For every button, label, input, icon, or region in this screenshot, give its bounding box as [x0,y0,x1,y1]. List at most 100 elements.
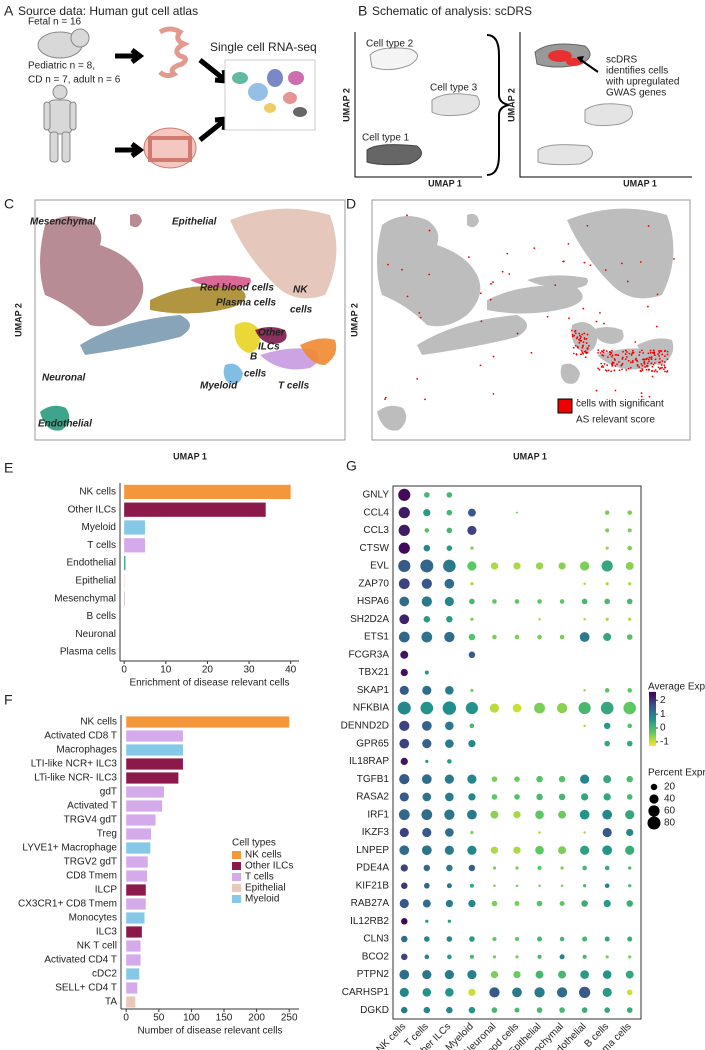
sig-cell [658,361,660,364]
dot [420,701,434,715]
dot [626,634,633,640]
label: CARHSP1 [342,987,390,998]
dot [604,688,610,693]
label: Epithelial [245,883,286,894]
sig-cell [627,359,630,362]
bar [126,954,141,966]
dot [513,970,521,979]
dot [446,545,453,551]
sig-cell [606,364,609,367]
sig-cell [562,260,565,263]
dot [604,936,610,942]
label: 40 [285,665,297,676]
dot [536,793,543,801]
sig-cell [655,325,658,328]
dot [627,688,633,693]
sig-cell [631,351,634,354]
dot [537,865,542,871]
sig-cell [653,352,656,355]
dot [446,509,453,516]
dot [468,899,476,908]
cluster [80,315,190,355]
sig-cell [492,392,495,395]
dot [467,508,476,517]
label: CD n = 7, adult n = 6 [28,75,121,86]
dot [491,776,498,782]
label: 80 [664,818,676,829]
dot [625,845,635,855]
label: CCL3 [363,525,389,536]
colorbar-step [649,695,656,699]
label: C [4,196,14,212]
sig-cell [599,311,601,314]
dot [401,918,408,925]
label: E [4,460,13,476]
label: Fetal n = 16 [28,17,82,28]
sig-cell [584,356,587,359]
dot [583,689,586,692]
dot [514,794,520,800]
sig-cell [554,284,557,287]
dot [628,866,632,870]
cluster [234,322,261,353]
dot [628,582,632,586]
label: UMAP 2 [13,303,23,337]
dot [445,988,454,997]
sig-cell [480,320,483,323]
sig-cell [656,293,659,296]
label: CCL4 [363,507,389,518]
dot [604,598,610,605]
dot [536,900,543,907]
sig-cell [653,362,656,364]
colorbar-step [649,703,656,707]
sig-cell [640,362,643,365]
sig-cell [585,338,588,340]
dot [422,969,432,980]
sig-cell [652,349,655,352]
dot [560,866,564,870]
label: identifies cells [606,66,668,77]
dot [625,561,634,570]
sig-cell [533,247,536,250]
sig-cell [661,360,664,362]
sig-cell [649,351,652,354]
sig-cell [583,261,586,264]
cluster [377,216,481,327]
sig-cell [672,258,675,260]
sig-cell [664,370,666,373]
bar [126,744,183,756]
dot [491,1007,498,1013]
dot [424,954,430,960]
bar [126,814,156,826]
dot [444,596,454,607]
sig-cell [626,351,628,353]
label: 20 [664,782,676,793]
dot [444,631,455,643]
dot [515,511,519,514]
label: D [346,196,356,212]
colorbar-step [649,725,656,729]
sig-cell [657,350,660,352]
dot [627,528,632,533]
sig-cell [406,214,408,217]
colorbar-step [649,731,656,735]
cluster [560,363,580,384]
label: B [358,3,367,19]
dot [581,1007,588,1013]
label: UMAP 2 [341,88,351,122]
dot [421,720,432,731]
label: Myeloid [200,381,238,392]
sig-cell [662,368,665,371]
dot [581,793,589,801]
sig-cell [640,349,643,352]
dot [556,702,568,714]
sig-cell [384,398,386,401]
dot [398,507,410,519]
dot [470,617,474,621]
sig-cell [663,364,666,367]
sig-cell [658,355,661,357]
dot [626,1007,633,1013]
dot [470,688,474,692]
dot [398,631,410,643]
label: GWAS genes [606,88,666,99]
